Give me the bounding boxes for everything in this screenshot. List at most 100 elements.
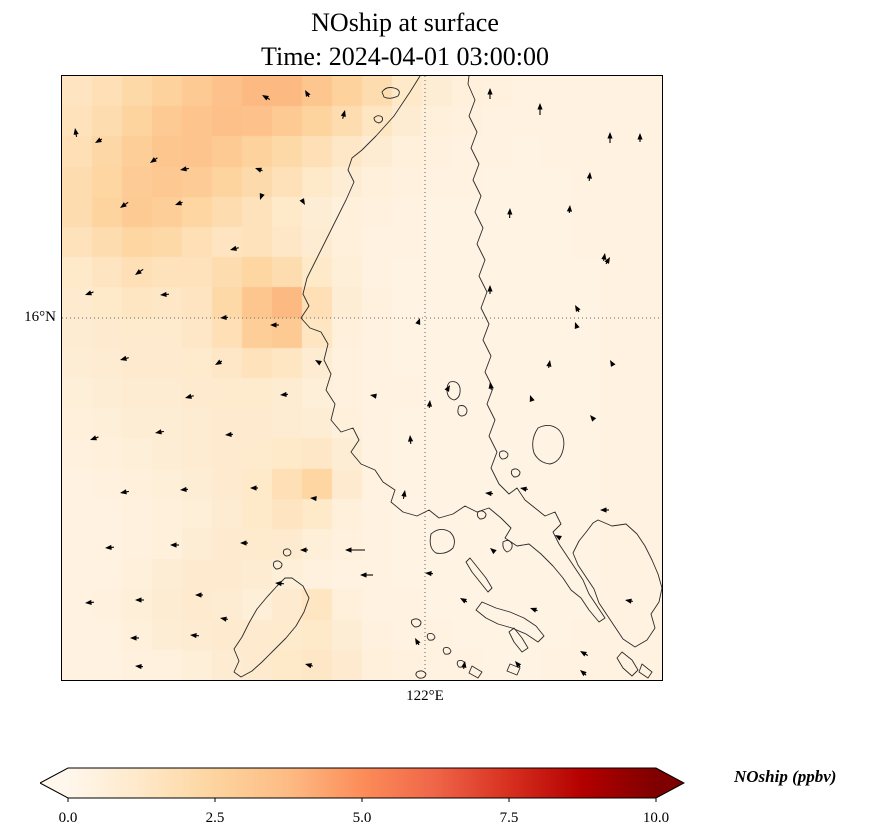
wind-arrow — [270, 322, 279, 328]
colorbar: 0.0 2.5 5.0 7.5 10.0 — [38, 766, 686, 832]
wind-arrow — [215, 359, 223, 365]
wind-arrow — [600, 507, 609, 513]
coastline-path — [233, 577, 310, 678]
wind-arrow — [487, 285, 493, 294]
wind-arrow — [275, 580, 285, 587]
x-axis-tick-label: 122°E — [406, 688, 444, 704]
wind-arrow — [340, 110, 346, 119]
wind-arrow — [135, 663, 144, 670]
coastline-path — [638, 663, 653, 679]
wind-arrow — [90, 435, 99, 441]
coastline-path — [300, 76, 606, 623]
wind-arrow — [255, 167, 263, 173]
coastline-path — [475, 601, 545, 643]
map-overlay — [62, 76, 662, 680]
wind-arrow — [305, 663, 313, 669]
wind-arrow — [220, 616, 228, 622]
colorbar-tick-label: 7.5 — [499, 810, 519, 826]
coastline-path — [476, 510, 487, 520]
wind-arrow — [566, 205, 573, 214]
wind-arrow — [345, 547, 365, 553]
wind-arrow — [360, 572, 373, 578]
wind-arrow — [574, 322, 580, 329]
wind-arrow — [415, 318, 421, 325]
wind-arrow — [575, 305, 581, 313]
wind-arrow — [135, 597, 144, 603]
colorbar-label: NOship (ppbv) — [734, 767, 837, 786]
coastline-path — [410, 618, 422, 628]
wind-arrow — [315, 360, 322, 366]
wind-arrow — [425, 570, 434, 577]
coastline-path — [510, 468, 521, 478]
wind-arrow — [488, 382, 494, 390]
wind-arrow — [155, 429, 164, 435]
wind-arrow — [610, 360, 616, 367]
wind-arrow — [135, 268, 144, 275]
figure-title: NOship at surface Time: 2024-04-01 03:00… — [0, 6, 810, 74]
wind-arrow — [370, 393, 377, 399]
wind-arrow — [490, 548, 497, 555]
coastline-path — [508, 627, 529, 653]
coastline-path — [373, 115, 384, 124]
wind-arrow — [460, 598, 468, 604]
wind-arrow — [555, 535, 562, 541]
coastline-path — [415, 670, 427, 679]
wind-arrow — [130, 635, 139, 641]
wind-arrow — [401, 490, 407, 499]
wind-arrow — [546, 360, 552, 368]
coastline-path — [572, 519, 662, 648]
wind-arrow — [530, 607, 538, 613]
wind-arrow — [604, 257, 610, 265]
wind-arrow — [461, 661, 467, 669]
wind-arrow — [280, 391, 289, 398]
wind-arrow — [580, 651, 589, 657]
wind-arrow — [240, 540, 248, 546]
wind-arrow — [637, 133, 643, 142]
coastline-path — [506, 663, 521, 676]
title-line-variable: NOship at surface — [311, 8, 499, 37]
wind-arrow — [150, 157, 158, 163]
wind-arrow — [485, 490, 494, 497]
wind-arrow — [95, 137, 103, 143]
coastline-path — [502, 539, 513, 553]
wind-arrow — [515, 661, 522, 668]
wind-arrow — [625, 598, 633, 604]
wind-arrow — [175, 200, 183, 206]
wind-arrow — [529, 395, 535, 402]
wind-arrow — [160, 291, 170, 298]
wind-arrow — [507, 208, 513, 219]
coastline-path — [426, 632, 436, 641]
wind-arrow — [300, 547, 308, 553]
coastline-path — [429, 529, 455, 554]
coastline-path — [465, 557, 493, 593]
colorbar-tick-label: 0.0 — [58, 810, 78, 826]
wind-arrow — [262, 95, 271, 101]
wind-arrow — [487, 88, 493, 99]
wind-arrow — [120, 355, 129, 361]
wind-arrow — [444, 385, 450, 392]
colorbar-tick-label: 2.5 — [205, 810, 225, 826]
wind-arrow — [426, 400, 433, 409]
wind-arrow — [586, 172, 593, 182]
wind-arrow — [170, 542, 179, 548]
wind-arrow — [407, 435, 414, 445]
colorbar-bar — [38, 767, 686, 799]
coastline-path — [457, 405, 468, 417]
wind-arrow — [607, 132, 613, 143]
coastline-path — [446, 381, 461, 401]
coastline-path — [381, 87, 400, 99]
wind-arrow — [299, 198, 305, 205]
wind-arrow — [195, 592, 203, 598]
coastline-path — [616, 651, 639, 677]
colorbar-gradient — [38, 767, 686, 802]
wind-arrow — [310, 495, 317, 502]
wind-arrow — [180, 486, 189, 493]
wind-arrow — [105, 544, 115, 551]
title-line-time: Time: 2024-04-01 03:00:00 — [261, 41, 549, 71]
wind-arrow — [305, 90, 311, 98]
wind-arrow — [259, 193, 265, 200]
wind-arrow — [537, 103, 543, 115]
coastline-path — [282, 548, 292, 557]
wind-arrow — [225, 431, 234, 438]
